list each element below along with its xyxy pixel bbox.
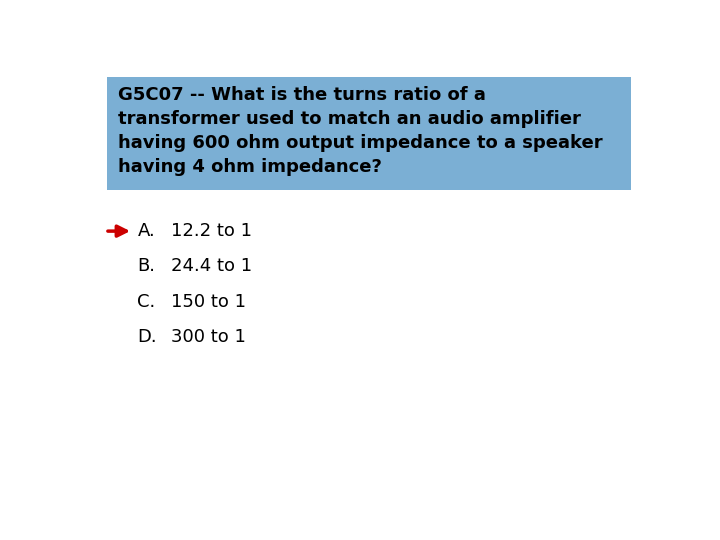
Text: 12.2 to 1: 12.2 to 1 [171,222,252,240]
Text: 24.4 to 1: 24.4 to 1 [171,258,252,275]
Text: B.: B. [138,258,156,275]
Text: C.: C. [138,293,156,311]
Text: A.: A. [138,222,156,240]
Text: 150 to 1: 150 to 1 [171,293,246,311]
FancyBboxPatch shape [107,77,631,190]
Text: G5C07 -- What is the turns ratio of a
transformer used to match an audio amplifi: G5C07 -- What is the turns ratio of a tr… [118,85,603,177]
Text: 300 to 1: 300 to 1 [171,328,246,346]
Text: D.: D. [138,328,157,346]
